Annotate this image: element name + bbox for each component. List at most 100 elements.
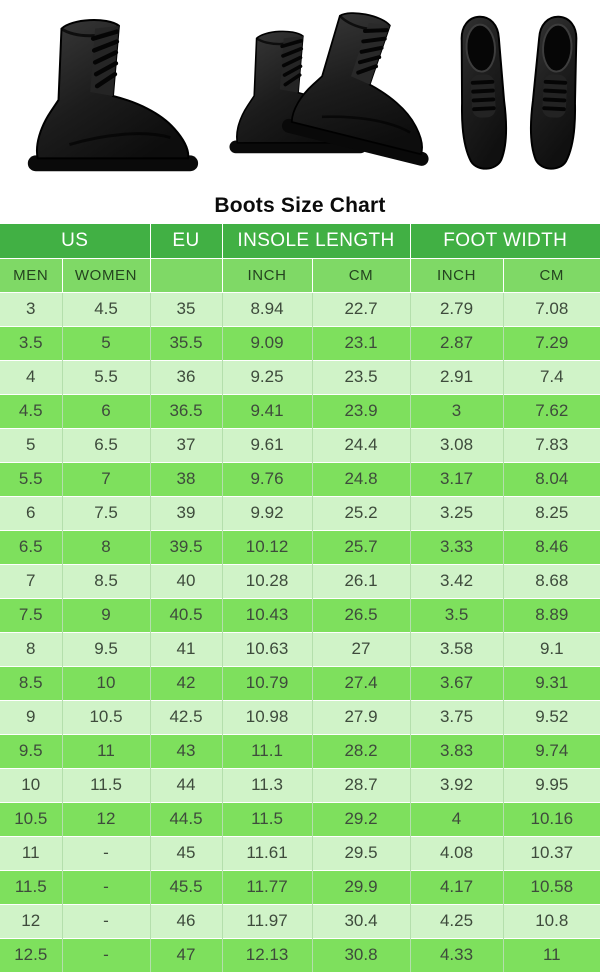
cell-us-women: 9.5 xyxy=(61,631,151,666)
header-group-row: US EU INSOLE LENGTH FOOT WIDTH xyxy=(0,224,600,258)
cell-us-women: 5.5 xyxy=(61,359,151,394)
cell-eu: 43 xyxy=(149,733,223,768)
cell-insole-cm: 28.2 xyxy=(311,733,411,768)
cell-us-women: 7.5 xyxy=(61,495,151,530)
cell-insole-inch: 9.09 xyxy=(221,325,313,360)
cell-us-women: 12 xyxy=(61,801,151,836)
cell-eu: 45.5 xyxy=(149,869,223,904)
cell-eu: 39.5 xyxy=(149,529,223,564)
cell-insole-cm: 26.5 xyxy=(311,597,411,632)
cell-insole-inch: 10.43 xyxy=(221,597,313,632)
cell-us-men: 6.5 xyxy=(0,529,62,564)
cell-insole-cm: 23.5 xyxy=(311,359,411,394)
cell-foot-width-inch: 4.25 xyxy=(409,903,504,938)
cell-us-men: 7.5 xyxy=(0,597,62,632)
cell-foot-width-inch: 4.17 xyxy=(409,869,504,904)
cell-insole-cm: 28.7 xyxy=(311,767,411,802)
table-row: 10.5 12 44.5 11.5 29.2 4 10.16 xyxy=(0,801,600,836)
cell-eu: 36 xyxy=(149,359,223,394)
header-sub-row: MEN WOMEN INCH CM INCH CM xyxy=(0,257,600,292)
cell-insole-cm: 25.7 xyxy=(311,529,411,564)
size-table-body: 3 4.5 35 8.94 22.7 2.79 7.08 3.5 5 35.5 9.09 23.1 2.… xyxy=(0,291,600,972)
cell-foot-width-cm: 11 xyxy=(502,937,600,972)
cell-us-women: 11.5 xyxy=(61,767,151,802)
cell-insole-cm: 29.2 xyxy=(311,801,411,836)
cell-insole-cm: 29.9 xyxy=(311,869,411,904)
cell-us-men: 8 xyxy=(0,631,62,666)
table-row: 5 6.5 37 9.61 24.4 3.08 7.83 xyxy=(0,427,600,462)
cell-insole-cm: 23.1 xyxy=(311,325,411,360)
cell-eu: 44.5 xyxy=(149,801,223,836)
product-images-row xyxy=(0,0,600,188)
cell-insole-cm: 25.2 xyxy=(311,495,411,530)
cell-us-men: 7 xyxy=(0,563,62,598)
cell-us-women: 8.5 xyxy=(61,563,151,598)
cell-us-men: 4 xyxy=(0,359,62,394)
header-foot-width: FOOT WIDTH xyxy=(409,224,600,258)
cell-insole-inch: 10.28 xyxy=(221,563,313,598)
cell-eu: 46 xyxy=(149,903,223,938)
subheader-men: MEN xyxy=(0,257,62,292)
cell-us-men: 12 xyxy=(0,903,62,938)
cell-insole-inch: 9.41 xyxy=(221,393,313,428)
cell-insole-inch: 11.3 xyxy=(221,767,313,802)
shoe-top-right-shape xyxy=(530,15,578,170)
cell-us-women: 11 xyxy=(61,733,151,768)
cell-eu: 41 xyxy=(149,631,223,666)
cell-insole-inch: 10.79 xyxy=(221,665,313,700)
subheader-eu-blank xyxy=(149,257,223,292)
cell-foot-width-inch: 2.79 xyxy=(409,291,504,326)
subheader-insole-cm: CM xyxy=(311,257,411,292)
cell-eu: 35 xyxy=(149,291,223,326)
cell-us-women: - xyxy=(61,835,151,870)
cell-us-men: 10.5 xyxy=(0,801,62,836)
cell-eu: 37 xyxy=(149,427,223,462)
cell-foot-width-inch: 4.33 xyxy=(409,937,504,972)
cell-eu: 42 xyxy=(149,665,223,700)
cell-foot-width-cm: 10.58 xyxy=(502,869,600,904)
cell-insole-cm: 27.4 xyxy=(311,665,411,700)
cell-eu: 38 xyxy=(149,461,223,496)
cell-foot-width-cm: 9.95 xyxy=(502,767,600,802)
cell-foot-width-cm: 7.29 xyxy=(502,325,600,360)
table-row: 9.5 11 43 11.1 28.2 3.83 9.74 xyxy=(0,733,600,768)
cell-us-men: 9.5 xyxy=(0,733,62,768)
cell-foot-width-cm: 8.25 xyxy=(502,495,600,530)
table-row: 3.5 5 35.5 9.09 23.1 2.87 7.29 xyxy=(0,325,600,360)
cell-foot-width-cm: 8.46 xyxy=(502,529,600,564)
cell-foot-width-inch: 4 xyxy=(409,801,504,836)
cell-foot-width-cm: 8.89 xyxy=(502,597,600,632)
shoe-top-left-shape xyxy=(460,15,508,170)
subheader-foot-inch: INCH xyxy=(409,257,504,292)
cell-insole-cm: 23.9 xyxy=(311,393,411,428)
table-row: 8.5 10 42 10.79 27.4 3.67 9.31 xyxy=(0,665,600,700)
cell-insole-inch: 10.98 xyxy=(221,699,313,734)
cell-foot-width-inch: 3.17 xyxy=(409,461,504,496)
cell-foot-width-inch: 3 xyxy=(409,393,504,428)
cell-insole-cm: 27.9 xyxy=(311,699,411,734)
page-title: Boots Size Chart xyxy=(214,194,386,217)
cell-us-men: 11.5 xyxy=(0,869,62,904)
table-row: 6 7.5 39 9.92 25.2 3.25 8.25 xyxy=(0,495,600,530)
cell-us-men: 4.5 xyxy=(0,393,62,428)
cell-foot-width-cm: 8.04 xyxy=(502,461,600,496)
cell-insole-inch: 8.94 xyxy=(221,291,313,326)
cell-foot-width-inch: 3.25 xyxy=(409,495,504,530)
cell-foot-width-cm: 8.68 xyxy=(502,563,600,598)
cell-us-men: 12.5 xyxy=(0,937,62,972)
cell-insole-inch: 9.61 xyxy=(221,427,313,462)
cell-foot-width-cm: 10.16 xyxy=(502,801,600,836)
table-row: 6.5 8 39.5 10.12 25.7 3.33 8.46 xyxy=(0,529,600,564)
cell-insole-inch: 9.92 xyxy=(221,495,313,530)
cell-eu: 36.5 xyxy=(149,393,223,428)
cell-us-women: - xyxy=(61,869,151,904)
cell-us-men: 10 xyxy=(0,767,62,802)
cell-foot-width-cm: 7.08 xyxy=(502,291,600,326)
cell-insole-cm: 24.8 xyxy=(311,461,411,496)
cell-foot-width-inch: 3.67 xyxy=(409,665,504,700)
cell-us-men: 6 xyxy=(0,495,62,530)
header-us: US xyxy=(61,229,89,251)
cell-eu: 40.5 xyxy=(149,597,223,632)
boots-pair-image xyxy=(229,12,429,166)
